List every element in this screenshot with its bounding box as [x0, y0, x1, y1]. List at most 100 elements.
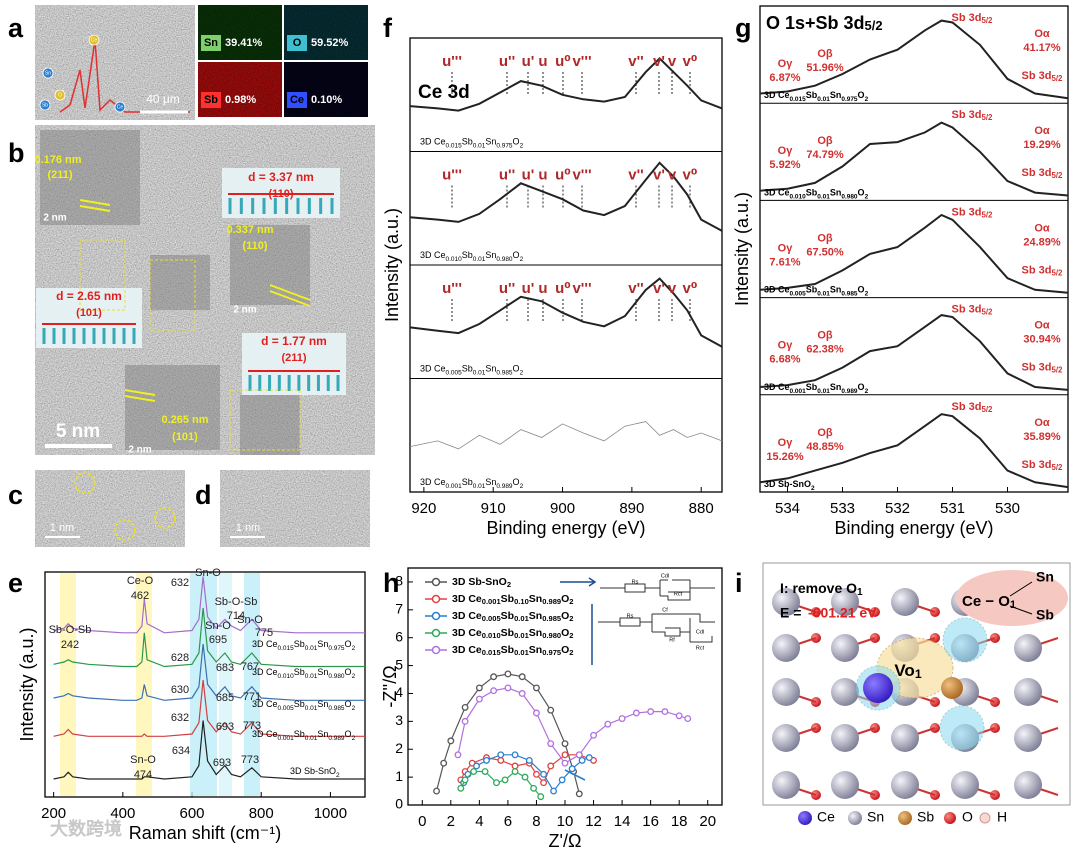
x-tick-label: 900 [550, 500, 575, 517]
text-part: 67.50% [806, 246, 844, 258]
peak-annotation: 67.50% [806, 246, 844, 258]
plot-frame [759, 5, 1069, 493]
nyquist-point [475, 684, 483, 692]
nyquist-point [632, 709, 640, 717]
atom-sn [891, 724, 919, 752]
text-part: Sn [529, 610, 542, 622]
text-part: 5/2 [865, 18, 883, 33]
x-tick-label: 910 [481, 500, 506, 517]
nyquist-point [540, 770, 548, 778]
circuit-label: Cf [662, 607, 668, 613]
nyquist-point [561, 751, 569, 759]
text-part: 6.87% [769, 72, 800, 84]
y-tick-label: 3 [395, 712, 403, 728]
peak-annotation: 683 [216, 662, 234, 674]
chart-title: O 1s+Sb 3d5/2 [766, 13, 883, 34]
map-key [287, 92, 307, 108]
peak-annotation: 628 [171, 652, 189, 664]
text-part: 5/2 [981, 405, 993, 414]
structure-title: I: remove O1 [780, 580, 863, 598]
nyquist-point [547, 740, 555, 748]
peak-annotation: Oα [1034, 125, 1050, 137]
text-part: Oβ [817, 135, 833, 147]
peak-annotation: 5.92% [769, 159, 800, 171]
nyquist-point [590, 731, 597, 739]
text-part: 0.980 [328, 673, 345, 680]
text-part: 0.980 [542, 631, 561, 640]
nyquist-point [447, 737, 455, 745]
map-noise [284, 62, 368, 117]
peak-label: u'' [499, 166, 515, 183]
peak-label: v [668, 53, 677, 70]
text-part: I: remove O [780, 580, 857, 596]
peak-annotation: 15.26% [766, 451, 804, 463]
atom-sn [831, 724, 859, 752]
text-part: Sn [317, 699, 328, 709]
atom-sn [831, 634, 859, 662]
panel-label: a [8, 13, 24, 43]
text-part: 3D Ce [252, 667, 278, 677]
legend-marker [431, 628, 441, 638]
series-label: 3D Ce0.015Sb0.01Sn0.975O2 [252, 639, 356, 651]
peak-annotation: 771 [243, 691, 261, 703]
map-noise [198, 5, 282, 60]
highlight-band [244, 573, 260, 796]
nyquist-point [457, 784, 465, 792]
bond-lines [1009, 581, 1033, 615]
defect-circle [114, 519, 136, 541]
nyquist-point [433, 787, 440, 795]
peak-annotation: 714 [227, 610, 245, 622]
text-part: 6.68% [769, 354, 800, 366]
text-part: Oγ [778, 58, 794, 70]
x-tick-label: 533 [830, 500, 855, 517]
map-noise [284, 5, 368, 60]
x-tick-label: 1000 [314, 805, 347, 822]
text-part: Sn [485, 137, 496, 147]
text-part: Oγ [778, 242, 794, 254]
text-part: 2 [569, 597, 573, 606]
text-part: 35.89% [1023, 431, 1061, 443]
legend-label: 3D Ce0.010Sb0.01Sn0.980O2 [452, 627, 573, 640]
x-axis-title: Binding energy (eV) [486, 518, 645, 538]
y-tick-label: 4 [395, 684, 403, 700]
eds-dot [42, 67, 54, 79]
peak-annotation: 74.79% [806, 149, 844, 161]
text-part: 0.01 [514, 631, 529, 640]
peak-label: u⁰ [555, 280, 571, 297]
text-part: Oα [1034, 320, 1050, 332]
peak-label: v⁰ [683, 53, 698, 70]
peak-annotation: 7.61% [769, 256, 800, 268]
text-part: 3D Ce [764, 285, 790, 295]
nyquist-point [618, 715, 626, 723]
peak-label: v [668, 166, 677, 183]
watermark: 大数跨境 [50, 818, 122, 839]
nyquist-point [440, 759, 448, 767]
y-tick-label: 5 [395, 656, 403, 672]
text-part: O [561, 627, 569, 639]
x-tick-label: 14 [614, 813, 631, 830]
peak-annotation: Sb 3d5/2 [1022, 167, 1064, 180]
tem-annotation: d = 3.37 nm [248, 170, 314, 184]
nyquist-point [561, 759, 569, 767]
x-tick-label: 6 [504, 813, 512, 830]
circuit-label: Cdl [696, 629, 704, 635]
text-part: Sb 3d [1022, 362, 1052, 374]
peak-annotation: Sb-O-Sb [49, 624, 92, 636]
tem-inset [150, 255, 210, 310]
text-part: Vo [894, 661, 914, 680]
x-tick-label: 532 [885, 500, 910, 517]
eds-dot [54, 89, 66, 101]
text-part: O [858, 188, 865, 198]
map-percent: 0.10% [311, 94, 342, 106]
nyquist-point [568, 765, 576, 773]
text-part: 2 [520, 369, 524, 376]
map-key [287, 35, 307, 51]
text-part: 2 [520, 142, 524, 149]
legend-atom [848, 811, 862, 825]
text-part: Sn [317, 639, 328, 649]
text-part: Oγ [778, 340, 794, 352]
peak-annotation: Ce-O [127, 575, 154, 587]
y-axis-title: Intensity (a.u.) [732, 192, 752, 306]
atom-sn [951, 771, 979, 799]
x-tick-label: 890 [619, 500, 644, 517]
